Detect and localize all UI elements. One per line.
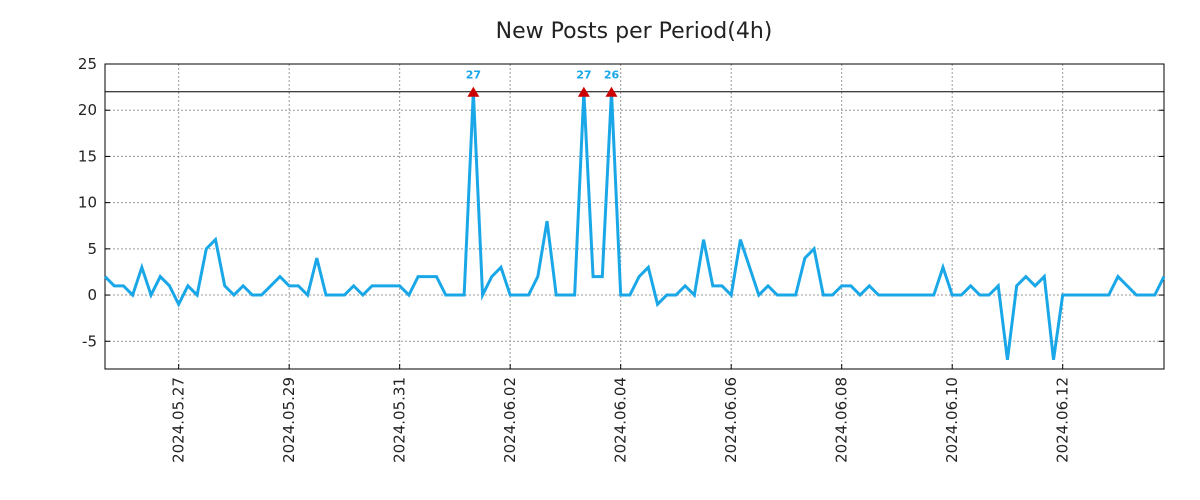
x-tick-label: 2024.05.29 (280, 377, 298, 463)
peaks-layer: 27 27 26 (466, 69, 620, 97)
peak-marker (605, 86, 618, 97)
peak-label: 26 (604, 69, 620, 82)
x-tick-label: 2024.06.08 (833, 377, 851, 463)
x-tick-label: 2024.06.06 (722, 377, 740, 463)
peak-label: 27 (466, 69, 481, 82)
y-tick-label: 20 (78, 101, 97, 119)
x-tick-label: 2024.06.02 (501, 377, 519, 463)
y-tick-label: 5 (87, 240, 97, 258)
grid-layer (105, 64, 1164, 369)
peak-label: 27 (576, 69, 591, 82)
y-tick-label: 10 (78, 194, 97, 212)
x-axis: 2024.05.27 2024.05.29 2024.05.31 2024.06.02… (170, 364, 1072, 463)
series-line-new-posts (103, 91, 1166, 360)
y-tick-label: 25 (78, 55, 97, 73)
x-tick-label: 2024.06.10 (943, 377, 961, 463)
y-axis: 25 20 15 10 5 0 -5 (78, 55, 1164, 350)
plot-frame (104, 63, 1165, 370)
peak-marker (577, 86, 590, 97)
y-tick-label: 15 (78, 147, 97, 165)
y-tick-label: 0 (87, 286, 97, 304)
x-tick-label: 2024.06.12 (1054, 377, 1072, 463)
x-tick-label: 2024.05.27 (170, 377, 188, 463)
x-tick-label: 2024.05.31 (391, 377, 409, 463)
y-tick-label: -5 (82, 332, 97, 350)
chart-title: New Posts per Period(4h) (496, 19, 773, 44)
x-tick-label: 2024.06.04 (612, 377, 630, 463)
series-layer (103, 91, 1166, 360)
peak-marker (467, 86, 480, 97)
